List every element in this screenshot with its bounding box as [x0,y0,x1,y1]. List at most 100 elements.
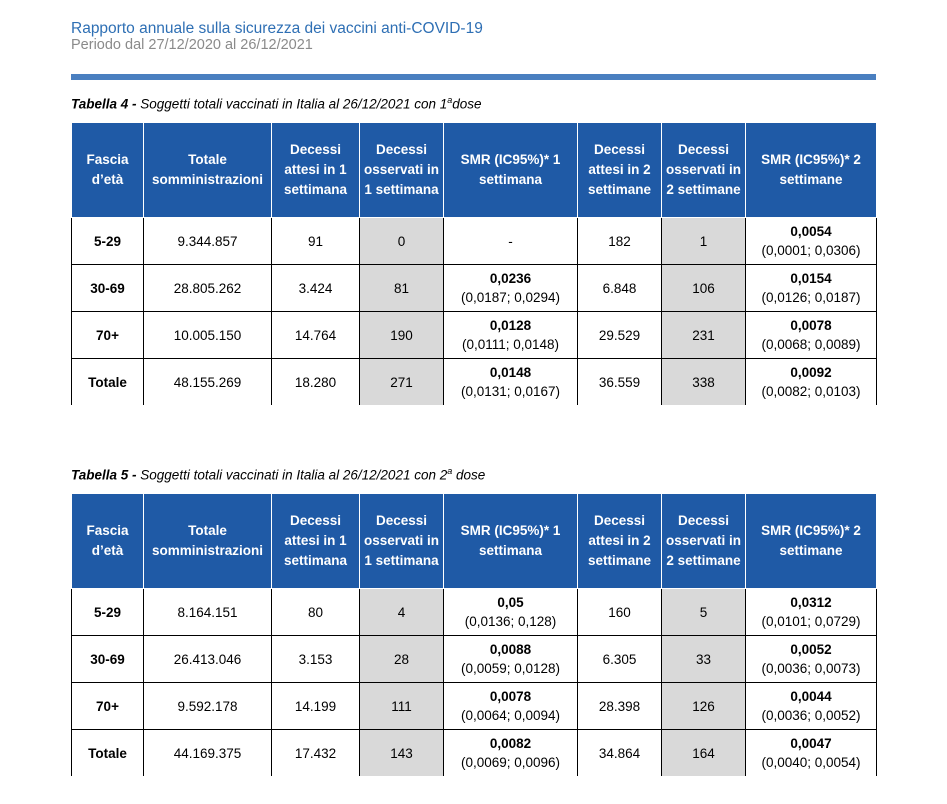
cell-fascia: 5-29 [71,588,144,636]
cell-smr-2: 0,0154 (0,0126; 0,0187) [745,264,877,312]
table-row: Totale 48.155.269 18.280 271 0,0148 (0,0131; … [71,358,877,405]
smr-value: 0,0236 [489,271,532,286]
cell-fascia: 5-29 [71,217,144,265]
cell-attesi-1: 17.432 [271,729,360,776]
cell-totale: 44.169.375 [143,729,272,776]
cell-totale: 8.164.151 [143,588,272,636]
col-smr-1: SMR (IC95%)* 1 settimana [443,493,578,589]
cell-totale: 9.592.178 [143,682,272,730]
cell-osservati-2: 164 [661,729,746,776]
cell-fascia: 70+ [71,682,144,730]
cell-smr-1: - [443,217,578,265]
cell-attesi-1: 3.153 [271,635,360,683]
report-period: Periodo dal 27/12/2020 al 26/12/2021 [71,37,313,53]
cell-smr-2: 0,0312 (0,0101; 0,0729) [745,588,877,636]
cell-osservati-1: 0 [359,217,444,265]
smr-value: 0,0082 [489,736,532,751]
cell-smr-1: 0,05 (0,0136; 0,128) [443,588,578,636]
col-attesi-1: Decessi attesi in 1 settimana [271,122,360,218]
cell-smr-2: 0,0047 (0,0040; 0,0054) [745,729,877,776]
col-totale: Totale somministrazioni [143,122,272,218]
cell-fascia: Totale [71,358,144,405]
smr-value: 0,0148 [489,365,532,380]
cell-osservati-1: 28 [359,635,444,683]
cell-osservati-2: 1 [661,217,746,265]
cell-attesi-2: 36.559 [577,358,662,405]
smr-value: 0,0154 [790,271,832,286]
cell-osservati-1: 271 [359,358,444,405]
smr-ci: (0,0101; 0,0729) [761,614,861,629]
smr-ci: (0,0126; 0,0187) [761,290,861,305]
cell-fascia: 70+ [71,311,144,359]
cell-fascia: 30-69 [71,264,144,312]
table-row: 30-69 26.413.046 3.153 28 0,0088 (0,0059; 0,0… [71,635,877,683]
smr-ci: (0,0036; 0,0073) [761,661,861,676]
cell-totale: 26.413.046 [143,635,272,683]
col-totale: Totale somministrazioni [143,493,272,589]
smr-ci: (0,0131; 0,0167) [460,384,561,399]
smr-value: 0,0312 [790,595,832,610]
smr-value: 0,0128 [489,318,532,333]
smr-value: 0,0092 [790,365,832,380]
table-header-row: Fascia d’età Totale somministrazioni Dec… [71,493,877,589]
smr-ci: (0,0040; 0,0054) [761,755,861,770]
cell-smr-2: 0,0044 (0,0036; 0,0052) [745,682,877,730]
table-header-row: Fascia d’età Totale somministrazioni Dec… [71,122,877,218]
smr-ci: (0,0111; 0,0148) [461,337,560,352]
cell-totale: 10.005.150 [143,311,272,359]
cell-totale: 48.155.269 [143,358,272,405]
cell-smr-1: 0,0148 (0,0131; 0,0167) [443,358,578,405]
table-4: Fascia d’età Totale somministrazioni Dec… [71,122,877,405]
cell-smr-2: 0,0092 (0,0082; 0,0103) [745,358,877,405]
cell-osservati-2: 33 [661,635,746,683]
col-osservati-2: Decessi osservati in 2 settimane [661,493,746,589]
col-attesi-2: Decessi attesi in 2 settimane [577,122,662,218]
cell-smr-1: 0,0236 (0,0187; 0,0294) [443,264,578,312]
cell-smr-2: 0,0054 (0,0001; 0,0306) [745,217,877,265]
cell-osservati-1: 143 [359,729,444,776]
cell-osservati-2: 5 [661,588,746,636]
col-fascia: Fascia d’età [71,493,144,589]
smr-value: 0,0054 [790,224,832,239]
smr-ci: (0,0001; 0,0306) [761,243,861,258]
smr-ci: (0,0059; 0,0128) [460,661,561,676]
cell-attesi-1: 18.280 [271,358,360,405]
cell-attesi-1: 14.764 [271,311,360,359]
smr-ci: (0,0136; 0,128) [464,614,557,629]
col-fascia: Fascia d’età [71,122,144,218]
table-row: 70+ 9.592.178 14.199 111 0,0078 (0,0064; 0,00… [71,682,877,730]
smr-ci: (0,0064; 0,0094) [460,708,561,723]
table-row: 5-29 8.164.151 80 4 0,05 (0,0136; 0,128) 160 5 0… [71,588,877,636]
smr-value: 0,05 [497,595,524,610]
cell-attesi-2: 160 [577,588,662,636]
cell-smr-1: 0,0088 (0,0059; 0,0128) [443,635,578,683]
cell-osservati-2: 106 [661,264,746,312]
cell-attesi-2: 182 [577,217,662,265]
smr-value: - [508,233,513,249]
table-row: 5-29 9.344.857 91 0 - 182 1 0,0054 (0,0001; 0,03… [71,217,877,265]
cell-attesi-1: 80 [271,588,360,636]
cell-smr-1: 0,0128 (0,0111; 0,0148) [443,311,578,359]
col-smr-2: SMR (IC95%)* 2 settimane [745,122,877,218]
col-attesi-2: Decessi attesi in 2 settimane [577,493,662,589]
cell-fascia: Totale [71,729,144,776]
smr-ci: (0,0036; 0,0052) [761,708,861,723]
cell-smr-2: 0,0078 (0,0068; 0,0089) [745,311,877,359]
smr-ci: (0,0187; 0,0294) [460,290,561,305]
col-smr-1: SMR (IC95%)* 1 settimana [443,122,578,218]
cell-attesi-1: 91 [271,217,360,265]
cell-totale: 9.344.857 [143,217,272,265]
cell-smr-2: 0,0052 (0,0036; 0,0073) [745,635,877,683]
col-osservati-1: Decessi osservati in 1 settimana [359,122,444,218]
cell-osservati-2: 231 [661,311,746,359]
smr-ci: (0,0069; 0,0096) [460,755,561,770]
table-row: 30-69 28.805.262 3.424 81 0,0236 (0,0187; 0,0… [71,264,877,312]
smr-value: 0,0088 [489,642,532,657]
col-osservati-2: Decessi osservati in 2 settimane [661,122,746,218]
cell-smr-1: 0,0082 (0,0069; 0,0096) [443,729,578,776]
cell-osservati-1: 81 [359,264,444,312]
cell-osservati-2: 126 [661,682,746,730]
smr-ci: (0,0068; 0,0089) [761,337,861,352]
cell-attesi-2: 34.864 [577,729,662,776]
table-5-caption: Tabella 5 - Soggetti totali vaccinati in… [71,466,486,483]
